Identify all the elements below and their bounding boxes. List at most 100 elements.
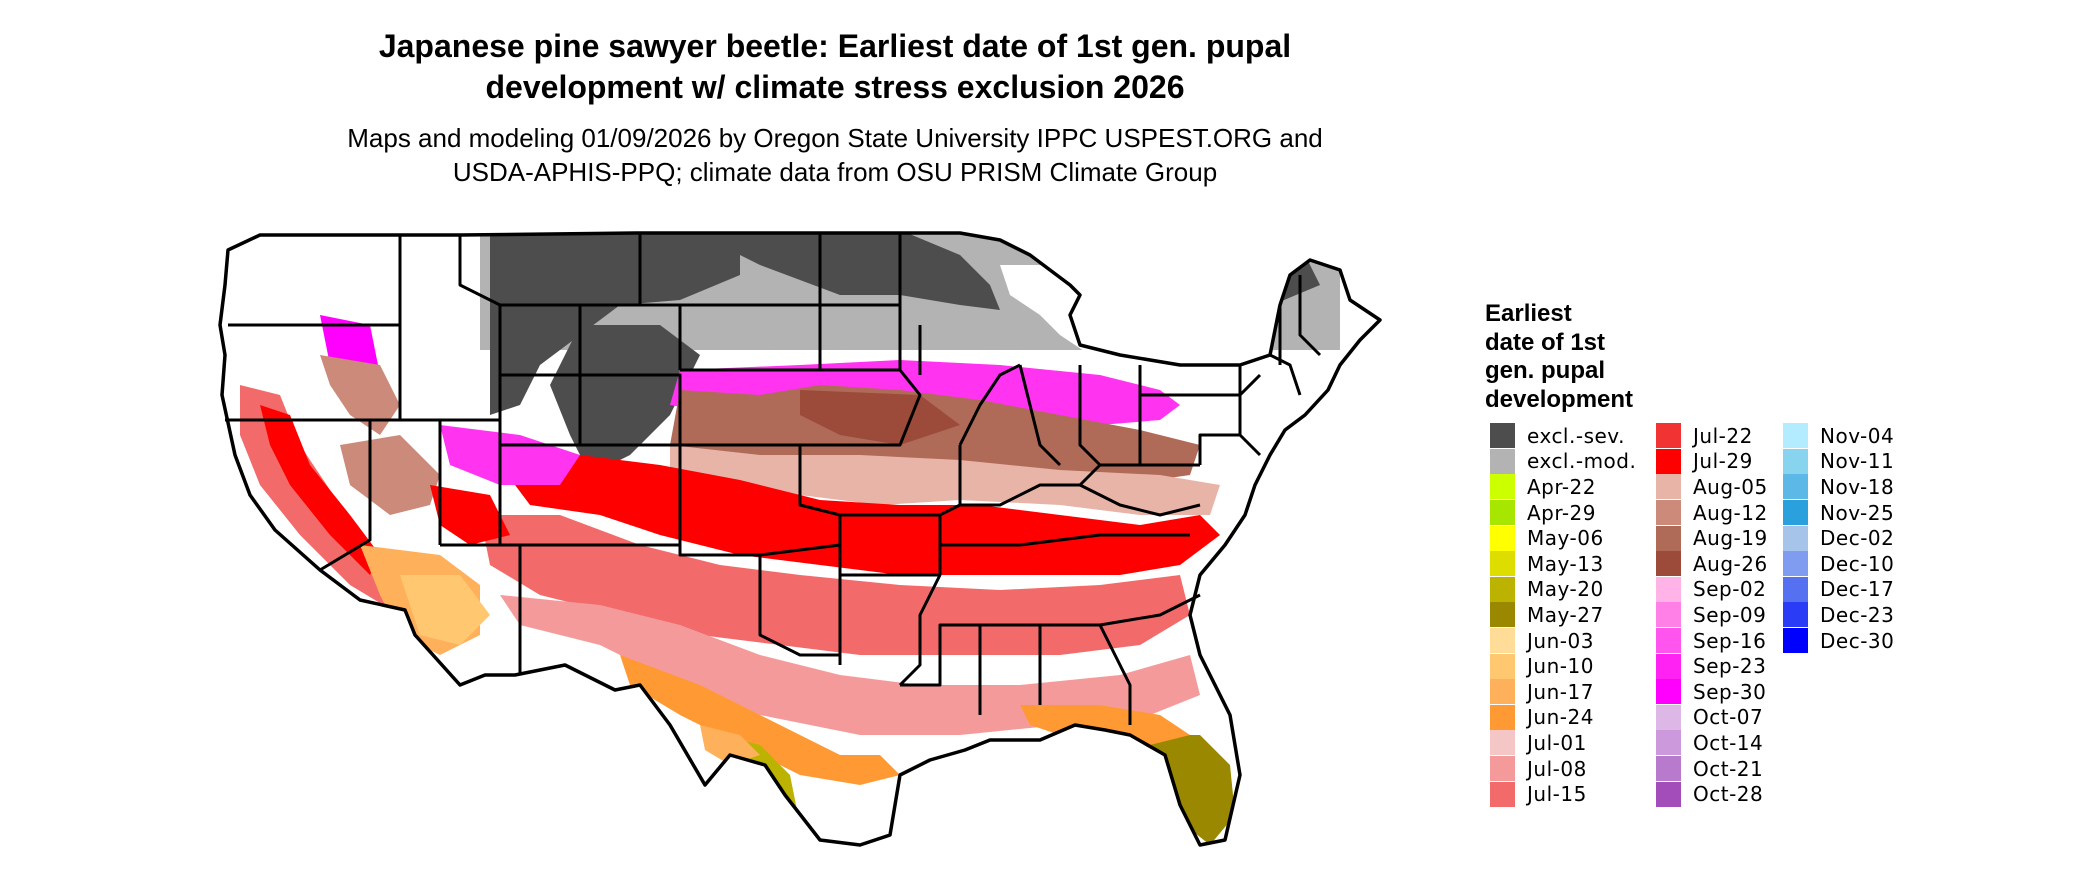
- legend-item: Nov-11: [1783, 448, 1895, 475]
- legend-item: Jul-08: [1490, 756, 1636, 782]
- legend-label: excl.-mod.: [1527, 449, 1637, 474]
- legend-label: Jun-24: [1527, 705, 1594, 730]
- legend-swatch: [1490, 551, 1515, 577]
- legend-label: Nov-25: [1820, 500, 1895, 525]
- legend-item: May-20: [1490, 576, 1636, 603]
- legend-item: Dec-17: [1783, 576, 1895, 603]
- map-title-line-2: development w/ climate stress exclusion …: [485, 69, 1185, 105]
- us-map: [218, 231, 1382, 847]
- legend-title-line-3: gen. pupal: [1485, 357, 1605, 384]
- map-title-line-1: Japanese pine sawyer beetle: Earliest da…: [378, 28, 1292, 64]
- legend-item: Sep-09: [1656, 602, 1768, 628]
- legend-swatch: [1656, 628, 1681, 654]
- us-outline: [218, 231, 1382, 847]
- legend-label: Dec-02: [1820, 526, 1895, 551]
- legend-swatch: [1490, 500, 1515, 526]
- legend-item: Dec-02: [1783, 525, 1894, 551]
- legend-swatch: [1656, 730, 1681, 756]
- map-fill-regions: [220, 233, 1380, 845]
- legend-item: Jul-01: [1490, 730, 1636, 756]
- legend-swatch: [1490, 423, 1515, 449]
- legend-swatch: [1490, 628, 1515, 654]
- legend-item: Nov-04: [1783, 423, 1894, 449]
- legend-label: May-13: [1527, 551, 1604, 576]
- legend-item: Aug-26: [1656, 551, 1768, 577]
- legend-label: Jun-10: [1527, 654, 1594, 679]
- legend-swatch: [1656, 756, 1681, 782]
- legend-item: Dec-30: [1783, 628, 1894, 654]
- legend-item: Jul-29: [1656, 448, 1768, 475]
- legend-swatch: [1656, 704, 1681, 730]
- legend-item: Nov-25: [1783, 500, 1894, 526]
- legend-label: Oct-28: [1693, 782, 1764, 807]
- legend-label: Aug-19: [1693, 526, 1768, 551]
- legend-swatch: [1490, 704, 1515, 730]
- legend-label: Jul-01: [1527, 730, 1587, 755]
- legend-swatch: [1490, 525, 1515, 551]
- legend-item: Jun-03: [1490, 628, 1636, 654]
- legend-label: Sep-16: [1693, 628, 1767, 653]
- legend-item: Jun-17: [1490, 679, 1636, 705]
- legend-item: Jun-24: [1490, 704, 1636, 731]
- legend-label: Jul-08: [1527, 756, 1587, 781]
- legend-swatch: [1490, 679, 1515, 705]
- legend-label: Sep-09: [1693, 602, 1767, 627]
- legend-swatch: [1490, 781, 1515, 807]
- legend-swatch: [1783, 423, 1808, 449]
- legend-swatch: [1656, 448, 1681, 474]
- legend-title: Earliest date of 1st gen. pupal developm…: [1485, 300, 1633, 414]
- legend-swatch: [1783, 551, 1808, 577]
- legend-label: Apr-22: [1527, 474, 1596, 499]
- legend-label: excl.-sev.: [1527, 423, 1625, 448]
- legend-item: Sep-02: [1656, 576, 1768, 603]
- legend-swatch: [1783, 448, 1808, 474]
- legend-column-1: excl.-sev. excl.-mod. Apr-22 Apr-29 May-06 Ma…: [1490, 423, 1636, 807]
- legend-swatch: [1490, 730, 1515, 756]
- legend-swatch: [1656, 423, 1681, 449]
- legend-swatch: [1783, 525, 1808, 551]
- legend-swatch: [1656, 602, 1681, 628]
- legend-item: Aug-19: [1656, 525, 1768, 551]
- legend-item: excl.-sev.: [1490, 423, 1636, 449]
- legend-item: Jun-10: [1490, 653, 1636, 679]
- legend-item: Oct-28: [1656, 781, 1768, 807]
- legend-swatch: [1490, 756, 1515, 782]
- map-subtitle-line-2: USDA-APHIS-PPQ; climate data from OSU PR…: [452, 157, 1218, 187]
- legend-label: Oct-14: [1693, 730, 1764, 755]
- legend-label: Jun-17: [1527, 679, 1594, 704]
- legend-label: Jun-03: [1527, 628, 1594, 653]
- legend-item: Apr-22: [1490, 474, 1636, 500]
- legend-label: Nov-18: [1820, 474, 1895, 499]
- legend-swatch: [1783, 576, 1808, 602]
- legend-title-line-2: date of 1st: [1485, 328, 1606, 356]
- legend-swatch: [1490, 653, 1515, 679]
- legend-swatch: [1490, 602, 1515, 628]
- legend-item: Sep-23: [1656, 653, 1768, 679]
- legend-label: Nov-11: [1820, 449, 1895, 474]
- legend-column-3: Nov-04 Nov-11 Nov-18 Nov-25 Dec-02 Dec-10 Dec-…: [1783, 423, 1895, 654]
- legend-label: Dec-23: [1820, 602, 1895, 627]
- legend-item: Jul-22: [1656, 423, 1768, 449]
- map-subtitle: Maps and modeling 01/09/2026 by Oregon S…: [235, 121, 1435, 189]
- legend-swatch: [1783, 474, 1808, 500]
- legend-label: Nov-04: [1820, 423, 1895, 448]
- map-subtitle-line-1: Maps and modeling 01/09/2026 by Oregon S…: [347, 123, 1323, 153]
- legend-item: Aug-12: [1656, 500, 1768, 526]
- legend-item: May-13: [1490, 551, 1636, 577]
- legend-label: Dec-17: [1820, 577, 1895, 602]
- legend-label: Apr-29: [1527, 500, 1596, 525]
- legend-swatch: [1783, 500, 1808, 526]
- legend-label: Jul-29: [1693, 449, 1753, 474]
- legend-title-line-1: Earliest: [1485, 300, 1572, 327]
- legend-swatch: [1783, 602, 1808, 628]
- legend-item: Apr-29: [1490, 500, 1636, 526]
- legend-swatch: [1490, 448, 1515, 474]
- legend-item: excl.-mod.: [1490, 448, 1637, 475]
- legend-label: Sep-30: [1693, 679, 1767, 704]
- state-borders: [225, 233, 1322, 725]
- legend-title-line-4: development: [1485, 385, 1634, 413]
- legend-swatch: [1656, 653, 1681, 679]
- map-title: Japanese pine sawyer beetle: Earliest da…: [235, 26, 1435, 108]
- legend-swatch: [1490, 576, 1515, 602]
